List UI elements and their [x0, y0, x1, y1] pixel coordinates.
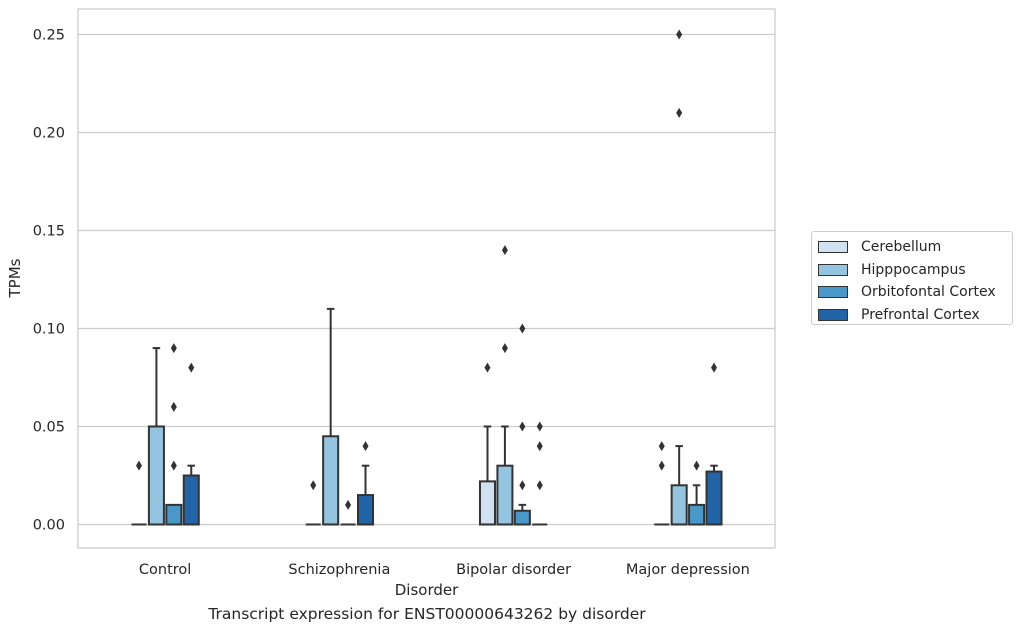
- box: [496, 464, 514, 526]
- legend-label: Cerebellum: [861, 239, 942, 256]
- legend-label: Hipppocampus: [861, 261, 966, 278]
- box-orbitofontal-cortex: [688, 460, 706, 526]
- legend-label: Orbitofontal Cortex: [861, 284, 996, 301]
- box-cerebellum: [478, 362, 497, 526]
- legend-item: Prefrontal Cortex: [818, 304, 1006, 327]
- y-tick-label: 0.15: [33, 223, 65, 239]
- outlier-point: [676, 29, 683, 40]
- outlier-point: [658, 441, 665, 452]
- box: [147, 425, 165, 526]
- box-orbitofontal-cortex: [340, 499, 356, 526]
- outlier-point: [519, 421, 526, 432]
- plot-area: [78, 9, 775, 548]
- y-tick-label: 0.05: [33, 419, 65, 435]
- outlier-point: [501, 245, 508, 256]
- y-axis-label: TPMs: [6, 258, 24, 298]
- plot-frame: [77, 8, 776, 549]
- chart-title: Transcript expression for ENST0000064326…: [208, 605, 646, 623]
- outlier-point: [170, 401, 177, 412]
- outlier-point: [310, 480, 317, 491]
- outlier-point: [345, 499, 352, 510]
- x-tick-label: Major depression: [626, 562, 750, 578]
- y-tick-label: 0.20: [33, 125, 65, 141]
- outlier-point: [676, 107, 683, 118]
- y-tick-label: 0.10: [33, 321, 65, 337]
- box: [182, 474, 200, 526]
- box-hipppocampus: [147, 347, 165, 526]
- box-prefrontal-cortex: [357, 441, 375, 526]
- box-prefrontal-cortex: [532, 421, 548, 526]
- x-tick-label: Bipolar disorder: [456, 562, 571, 578]
- outlier-point: [135, 460, 142, 471]
- y-tick-label: 0.25: [33, 27, 65, 43]
- legend-item: Cerebellum: [818, 236, 1006, 259]
- box-series: [131, 29, 723, 526]
- outlier-point: [484, 362, 491, 373]
- outlier-point: [362, 441, 369, 452]
- outlier-point: [658, 460, 665, 471]
- legend-swatch: [818, 309, 848, 322]
- box: [670, 484, 688, 526]
- box: [513, 509, 531, 526]
- legend-label: Prefrontal Cortex: [861, 307, 980, 324]
- box-cerebellum: [131, 460, 147, 526]
- box-cerebellum: [305, 480, 321, 526]
- box-orbitofontal-cortex: [513, 323, 531, 526]
- box: [357, 494, 375, 526]
- box-prefrontal-cortex: [182, 362, 200, 526]
- box-hipppocampus: [322, 307, 340, 526]
- legend: Cerebellum Hipppocampus Orbitofontal Corte…: [811, 231, 1013, 325]
- x-tick-label: Schizophrenia: [288, 562, 390, 578]
- box-prefrontal-cortex: [705, 362, 723, 526]
- outlier-point: [536, 480, 543, 491]
- outlier-point: [519, 480, 526, 491]
- outlier-point: [711, 362, 718, 373]
- x-tick-label: Control: [139, 562, 191, 578]
- y-tick-label: 0.00: [33, 517, 65, 533]
- box-cerebellum: [654, 441, 670, 526]
- box-hipppocampus: [670, 29, 688, 526]
- legend-item: Hipppocampus: [818, 259, 1006, 282]
- x-tick-labels: Control Schizophrenia Bipolar disorder Majo…: [139, 562, 750, 578]
- outlier-point: [536, 421, 543, 432]
- box: [688, 503, 706, 526]
- box: [322, 435, 340, 526]
- legend-swatch: [818, 241, 848, 254]
- outlier-point: [170, 460, 177, 471]
- y-tick-labels: 0.00 0.05 0.10 0.15 0.20 0.25: [33, 27, 65, 533]
- box: [705, 470, 723, 526]
- legend-item: Orbitofontal Cortex: [818, 281, 1006, 304]
- outlier-point: [536, 441, 543, 452]
- outlier-point: [501, 343, 508, 354]
- outlier-point: [693, 460, 700, 471]
- legend-swatch: [818, 286, 848, 299]
- x-axis-label: Disorder: [395, 581, 459, 599]
- outlier-point: [188, 362, 195, 373]
- box: [478, 480, 497, 526]
- outlier-point: [170, 343, 177, 354]
- outlier-point: [519, 323, 526, 334]
- box: [165, 503, 183, 526]
- box-hipppocampus: [496, 245, 514, 526]
- box-orbitofontal-cortex: [165, 343, 183, 526]
- legend-swatch: [818, 263, 848, 276]
